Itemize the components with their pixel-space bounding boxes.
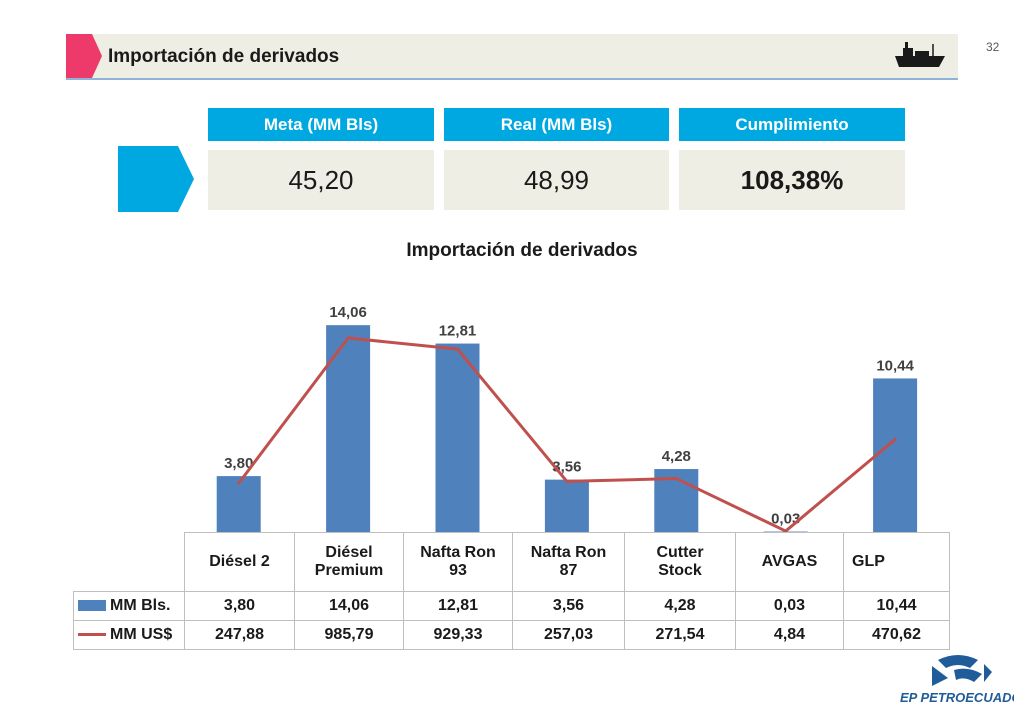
- table-header-row: Diésel 2 Diésel Premium Nafta Ron 93 Nafta Ro…: [73, 532, 950, 592]
- table-cell-usd: 257,03: [512, 620, 625, 650]
- line-point-5: [784, 529, 788, 533]
- data-table: Diésel 2 Diésel Premium Nafta Ron 93 Nafta Ro…: [73, 532, 950, 650]
- kpi-meta-value: 45,20: [208, 150, 434, 210]
- table-cell-bls: 4,28: [624, 591, 736, 621]
- legend-bls: MM Bls.: [73, 591, 185, 621]
- bar-label-1: 14,06: [329, 304, 367, 321]
- bar-2: [435, 343, 480, 532]
- table-corner: [73, 532, 185, 592]
- line-point-1: [346, 336, 350, 340]
- table-cell-usd: 470,62: [843, 620, 950, 650]
- bar-label-6: 10,44: [876, 357, 914, 374]
- bar-label-0: 3,80: [224, 455, 253, 472]
- chart-title: Importación de derivados: [406, 240, 638, 261]
- table-cell-usd: 4,84: [735, 620, 844, 650]
- line-point-0: [237, 481, 241, 485]
- legend-bar-swatch: [78, 600, 106, 612]
- table-header-cell: Nafta Ron 93: [403, 532, 513, 592]
- legend-usd-label: MM US$: [110, 626, 173, 643]
- header-band: [66, 34, 958, 80]
- table-header-cell: GLP: [843, 532, 950, 592]
- table-cell-usd: 271,54: [624, 620, 736, 650]
- bar-6: [873, 378, 918, 532]
- petroecuador-logo: EP PETROECUADOR: [900, 655, 1014, 705]
- table-row-usd: MM US$ 247,88 985,79 929,33 257,03 271,54 4,8…: [73, 620, 950, 650]
- table-header-cell: Cutter Stock: [624, 532, 736, 592]
- bar-label-2: 12,81: [439, 323, 477, 340]
- table-cell-bls: 0,03: [735, 591, 844, 621]
- table-cell-bls: 10,44: [843, 591, 950, 621]
- table-header-cell: Nafta Ron 87: [512, 532, 625, 592]
- table-header-cell: Diésel Premium: [294, 532, 404, 592]
- kpi-meta-label: Meta (MM Bls): [208, 108, 434, 141]
- page-number: 32: [986, 40, 1000, 54]
- table-header-cell: Diésel 2: [184, 532, 295, 592]
- header-chevron-icon: [66, 34, 102, 78]
- table-row-bls: MM Bls. 3,80 14,06 12,81 3,56 4,28 0,03 10,44: [73, 591, 950, 621]
- svg-text:EP PETROECUADOR: EP PETROECUADOR: [900, 690, 1014, 705]
- line-point-2: [456, 347, 459, 351]
- table-cell-bls: 3,56: [512, 591, 625, 621]
- legend-line-swatch: [78, 633, 106, 637]
- line-point-4: [674, 477, 678, 481]
- bar-label-4: 4,28: [662, 448, 691, 465]
- line-point-6: [893, 437, 897, 441]
- table-header-cell: AVGAS: [735, 532, 844, 592]
- kpi-cumplimiento-value: 108,38%: [679, 150, 905, 210]
- table-cell-bls: 3,80: [184, 591, 295, 621]
- table-cell-usd: 247,88: [184, 620, 295, 650]
- table-cell-usd: 985,79: [294, 620, 404, 650]
- line-point-3: [565, 479, 569, 483]
- ship-icon: [895, 42, 945, 67]
- kpi-arrow-icon: [118, 146, 194, 212]
- kpi-real-value: 48,99: [444, 150, 669, 210]
- table-cell-bls: 12,81: [403, 591, 513, 621]
- legend-usd: MM US$: [73, 620, 185, 650]
- bar-3: [544, 479, 589, 532]
- legend-bls-label: MM Bls.: [110, 597, 171, 614]
- table-cell-usd: 929,33: [403, 620, 513, 650]
- bar-0: [216, 476, 261, 532]
- page-title: Importación de derivados: [108, 46, 340, 67]
- kpi-real-label: Real (MM Bls): [444, 108, 669, 141]
- table-cell-bls: 14,06: [294, 591, 404, 621]
- kpi-cumplimiento-label: Cumplimiento: [679, 108, 905, 141]
